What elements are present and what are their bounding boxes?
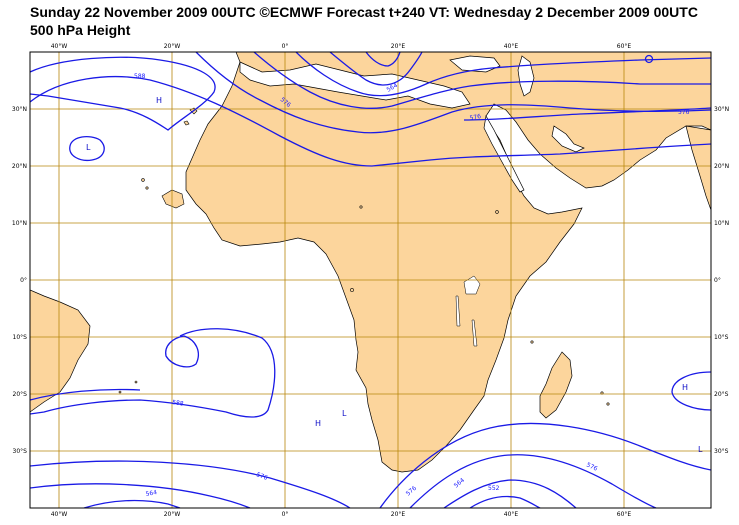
contour-south-east-1 xyxy=(379,422,711,508)
lon-label: 60°E xyxy=(617,43,632,50)
cape-verde-island xyxy=(145,186,149,190)
contour-label: 576 xyxy=(585,461,599,472)
madagascar-land xyxy=(539,351,573,419)
latitude-labels-right: 30°N 20°N 10°N 0° 10°S 20°S 30°S xyxy=(714,106,729,455)
south-america-land xyxy=(30,289,91,413)
lat-label: 30°N xyxy=(714,106,729,113)
map-title: Sunday 22 November 2009 00UTC ©ECMWF For… xyxy=(30,4,698,20)
lon-label: 40°W xyxy=(51,511,68,518)
lake-tanganyika xyxy=(455,295,461,327)
red-sea xyxy=(483,114,525,193)
lat-label: 30°N xyxy=(12,106,27,113)
high-pressure-marker: H xyxy=(682,383,688,392)
lon-label: 20°W xyxy=(164,511,181,518)
island xyxy=(359,205,363,209)
height-contours xyxy=(30,52,711,508)
island xyxy=(118,390,122,394)
low-pressure-marker: L xyxy=(86,143,91,152)
contour-small-loop xyxy=(644,54,654,64)
low-pressure-marker: L xyxy=(698,445,703,454)
contour-label: 588 xyxy=(172,399,184,408)
contour-label: 564 xyxy=(386,82,400,94)
cape-verde-island xyxy=(141,178,145,182)
contour-south-east-4 xyxy=(469,495,541,508)
contour-south-atlantic-inner xyxy=(165,335,199,368)
map-frame xyxy=(29,51,712,509)
contour-588-atlantic xyxy=(30,76,711,167)
contour-north-2 xyxy=(253,52,711,109)
lon-label: 40°W xyxy=(51,43,68,50)
pressure-centers: H L H L H L xyxy=(86,96,703,454)
contour-588-north-loop xyxy=(30,56,216,131)
contour-south-2 xyxy=(30,483,251,508)
lat-label: 20°S xyxy=(714,391,729,398)
contour-south-east-2 xyxy=(409,454,657,508)
contour-south-atlantic-loop xyxy=(30,328,276,418)
contour-south-1 xyxy=(30,460,351,508)
lat-label: 30°S xyxy=(714,448,729,455)
lat-label: 20°N xyxy=(12,163,27,170)
longitude-labels-bottom: 40°W 20°W 0° 20°E 40°E 60°E xyxy=(51,511,632,518)
persian-gulf xyxy=(551,125,585,153)
small-islands xyxy=(118,107,610,406)
lat-label: 20°N xyxy=(714,163,729,170)
lon-label: 40°E xyxy=(504,511,519,518)
contour-label: 576 xyxy=(678,109,690,116)
contour-north-5 xyxy=(365,52,401,67)
lon-label: 40°E xyxy=(504,43,519,50)
contour-east-high-loop xyxy=(671,371,711,411)
contour-south-east-3 xyxy=(443,479,577,508)
lon-label: 0° xyxy=(282,43,289,50)
contour-label: 564 xyxy=(145,489,158,498)
lake-victoria xyxy=(463,275,481,295)
lon-label: 60°E xyxy=(617,511,632,518)
low-pressure-marker: L xyxy=(342,409,347,418)
lat-label: 10°N xyxy=(714,220,729,227)
contour-north-3 xyxy=(295,52,711,97)
contour-label: 576 xyxy=(255,471,268,482)
lat-label: 10°S xyxy=(13,334,28,341)
contour-label: 552 xyxy=(488,485,500,492)
graticule xyxy=(30,52,711,508)
lat-label: 30°S xyxy=(13,448,28,455)
lat-label: 0° xyxy=(20,277,27,284)
lat-label: 20°S xyxy=(13,391,28,398)
contour-low-loop-atlantic xyxy=(69,135,105,162)
island xyxy=(606,402,610,406)
map-subtitle: 500 hPa Height xyxy=(30,22,131,38)
lat-label: 0° xyxy=(714,277,721,284)
island xyxy=(495,210,499,214)
lat-label: 10°S xyxy=(714,334,729,341)
longitude-labels-top: 40°W 20°W 0° 20°E 40°E 60°E xyxy=(51,43,632,50)
lon-label: 0° xyxy=(282,511,289,518)
lakes xyxy=(455,275,481,347)
lat-label: 10°N xyxy=(12,220,27,227)
high-pressure-marker: H xyxy=(156,96,162,105)
island xyxy=(530,340,534,344)
latitude-labels-left: 30°N 20°N 10°N 0° 10°S 20°S 30°S xyxy=(12,106,27,455)
contour-north-4 xyxy=(329,52,423,86)
high-pressure-marker: H xyxy=(315,419,321,428)
lon-label: 20°W xyxy=(164,43,181,50)
mediterranean-sea xyxy=(239,61,471,109)
contour-east-576 xyxy=(463,107,711,121)
contour-576-north xyxy=(195,52,711,134)
lon-label: 20°E xyxy=(391,43,406,50)
contour-label: 576 xyxy=(469,113,482,122)
contour-south-atlantic-outer xyxy=(30,388,141,401)
island xyxy=(134,380,138,384)
land-masses xyxy=(185,52,711,473)
lon-label: 20°E xyxy=(391,511,406,518)
contour-south-3 xyxy=(83,499,181,508)
india-land xyxy=(685,125,711,211)
africa-eurasia-land xyxy=(185,52,711,473)
island xyxy=(350,288,354,292)
contour-label: 588 xyxy=(134,73,146,80)
